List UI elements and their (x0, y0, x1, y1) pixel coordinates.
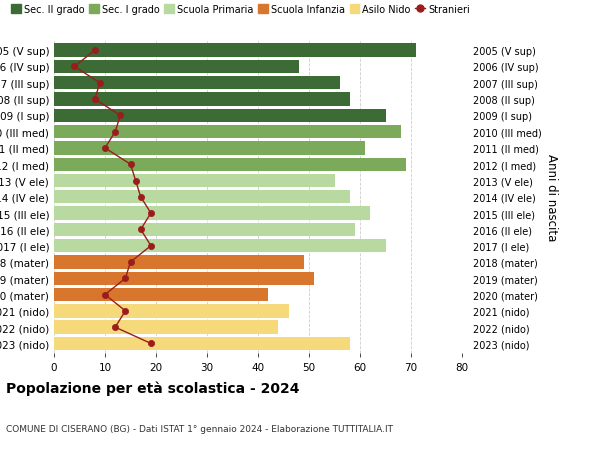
Bar (54, 240, 386, 253)
Text: Popolazione per età scolastica - 2024: Popolazione per età scolastica - 2024 (6, 381, 299, 396)
Legend: Sec. II grado, Sec. I grado, Scuola Primaria, Scuola Infanzia, Asilo Nido, Stran: Sec. II grado, Sec. I grado, Scuola Prim… (11, 5, 470, 15)
Bar (54, 337, 350, 350)
Bar (54, 321, 278, 334)
Bar (54, 304, 289, 318)
Bar (54, 61, 299, 74)
Bar (54, 174, 335, 188)
Text: COMUNE DI CISERANO (BG) - Dati ISTAT 1° gennaio 2024 - Elaborazione TUTTITALIA.I: COMUNE DI CISERANO (BG) - Dati ISTAT 1° … (6, 425, 393, 433)
Bar (54, 158, 406, 172)
Y-axis label: Anni di nascita: Anni di nascita (545, 154, 558, 241)
Bar (54, 45, 416, 58)
Bar (54, 272, 314, 285)
Bar (54, 223, 355, 236)
Bar (54, 190, 350, 204)
Bar (54, 207, 370, 220)
Bar (54, 77, 340, 90)
Bar (54, 126, 401, 139)
Bar (54, 256, 304, 269)
Bar (54, 93, 350, 106)
Bar (54, 109, 386, 123)
Bar (54, 142, 365, 155)
Bar (54, 288, 268, 302)
